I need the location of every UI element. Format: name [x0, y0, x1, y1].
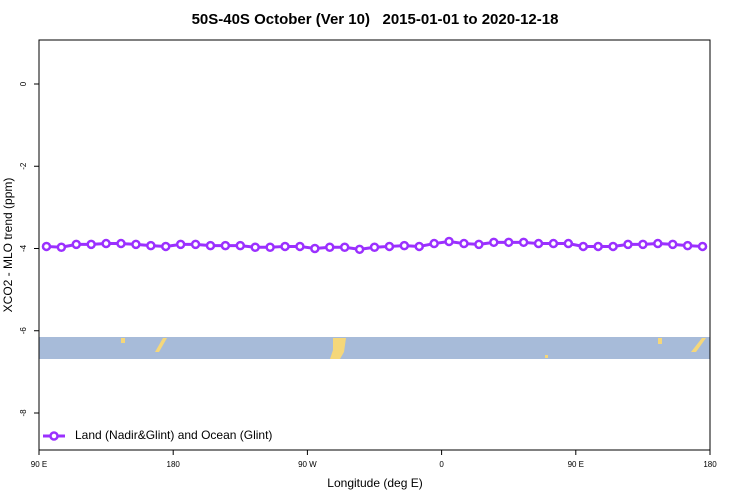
point: [638, 239, 648, 250]
point: [116, 238, 126, 249]
point: [399, 240, 410, 251]
point: [175, 239, 186, 250]
point: [608, 241, 618, 252]
x-tick-label: 0: [439, 460, 444, 469]
legend-label: Land (Nadir&Glint) and Ocean (Glint): [75, 428, 272, 442]
y-tick-label: -4: [19, 244, 28, 252]
point: [310, 243, 320, 254]
point: [623, 239, 633, 250]
y-tick-label: -6: [19, 327, 28, 335]
point: [339, 242, 350, 253]
point: [101, 238, 111, 249]
point: [578, 241, 589, 252]
point: [489, 237, 499, 248]
point: [459, 238, 469, 249]
point: [697, 241, 708, 252]
point: [563, 238, 574, 249]
chart-title: 50S-40S October (Ver 10) 2015-01-01 to 2…: [192, 11, 559, 28]
point: [146, 240, 156, 251]
x-tick-label: 180: [167, 460, 181, 469]
point: [503, 237, 514, 248]
point: [667, 239, 678, 250]
point: [325, 242, 335, 253]
point: [682, 240, 693, 251]
point: [160, 241, 171, 252]
point: [250, 242, 260, 253]
point: [533, 238, 544, 249]
point: [354, 244, 365, 255]
plot-frame: [38, 39, 711, 451]
point: [414, 241, 424, 252]
point: [131, 239, 141, 250]
point: [71, 239, 82, 250]
x-tick-label: 180: [703, 460, 717, 469]
point: [444, 236, 454, 247]
x-axis-label: Longitude (deg E): [327, 476, 422, 490]
point: [220, 240, 231, 251]
point: [384, 241, 395, 252]
point: [369, 242, 380, 253]
point: [265, 242, 275, 253]
point: [56, 242, 67, 253]
y-axis-label: XCO2 - MLO trend (ppm): [1, 178, 15, 313]
x-tick-label: 90 E: [568, 460, 584, 469]
point: [41, 241, 52, 252]
point: [86, 239, 96, 250]
point: [429, 238, 439, 249]
point: [280, 241, 290, 252]
point: [205, 240, 216, 251]
point: [190, 239, 201, 250]
y-tick-label: -2: [19, 162, 28, 170]
point: [518, 237, 529, 248]
point: [653, 238, 663, 249]
y-tick-label: -8: [19, 409, 28, 417]
point: [295, 241, 305, 252]
point: [548, 238, 559, 249]
legend-marker: [49, 431, 59, 441]
y-tick-label: 0: [19, 81, 28, 86]
point: [474, 239, 484, 250]
point: [235, 240, 246, 251]
x-tick-label: 90 W: [298, 460, 317, 469]
point: [593, 241, 603, 252]
land-ocean-map: [39, 337, 710, 359]
x-tick-label: 90 E: [31, 460, 47, 469]
